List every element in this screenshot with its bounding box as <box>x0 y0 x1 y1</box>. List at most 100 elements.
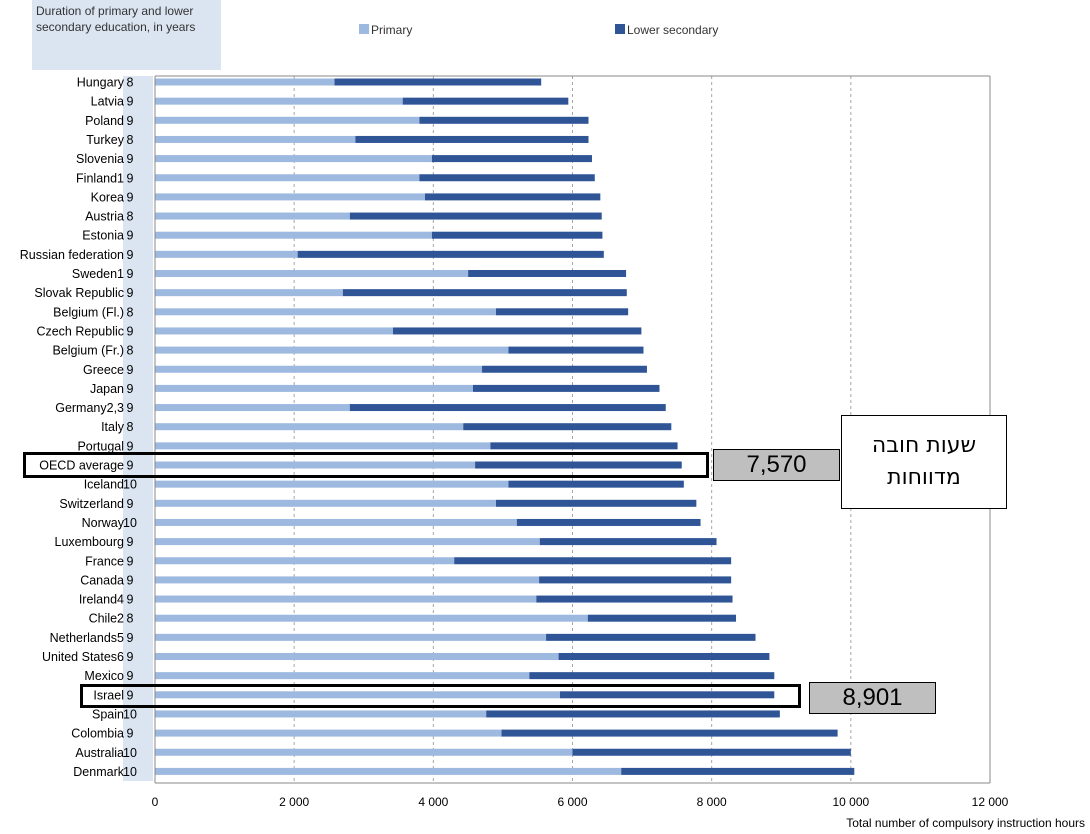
duration-label: 9 <box>127 631 134 645</box>
legend: Primary Lower secondary <box>359 23 718 37</box>
bar-primary <box>155 442 491 450</box>
bar-lower-secondary <box>490 442 678 450</box>
duration-label: 9 <box>127 535 134 549</box>
bar-lower-secondary <box>536 595 733 603</box>
bar-lower-secondary <box>472 384 660 392</box>
duration-label: 8 <box>127 133 134 147</box>
category-label: Denmark <box>73 765 124 779</box>
bar-lower-secondary <box>495 499 697 507</box>
category-label: Hungary <box>77 76 125 90</box>
x-axis-label: Total number of compulsory instruction h… <box>846 816 1085 830</box>
bar-lower-secondary <box>334 78 542 86</box>
category-label: Australia <box>75 746 124 760</box>
bar-primary <box>155 404 350 412</box>
bar-lower-secondary <box>587 614 737 622</box>
bar-lower-secondary <box>486 710 780 718</box>
bar-primary <box>155 231 432 239</box>
bar-primary <box>155 155 432 163</box>
bar-lower-secondary <box>468 270 627 277</box>
category-label: Italy <box>101 420 125 434</box>
bar-primary <box>155 423 464 431</box>
duration-label: 9 <box>127 688 134 702</box>
bar-lower-secondary <box>454 557 732 565</box>
bar-primary <box>155 691 560 699</box>
bar-primary <box>155 289 343 297</box>
bar-primary <box>155 346 509 354</box>
category-label: Sweden1 <box>72 267 124 281</box>
bar-lower-secondary <box>463 423 672 431</box>
bar-lower-secondary <box>529 672 775 680</box>
duration-label: 9 <box>127 363 134 377</box>
duration-label: 8 <box>127 305 134 319</box>
duration-label: 8 <box>127 420 134 434</box>
bar-primary <box>155 193 425 201</box>
bar-primary <box>155 710 487 718</box>
category-label: Japan <box>90 382 124 396</box>
reported-hours-note-text: שעות חובה מדווחות <box>871 433 977 490</box>
bar-lower-secondary <box>501 729 838 737</box>
bar-primary <box>155 748 573 756</box>
category-label: OECD average <box>39 459 124 473</box>
category-labels: Hungary Latvia Poland Turkey Slovenia Finland… <box>20 76 125 779</box>
bar-primary <box>155 250 298 258</box>
category-label: Norway <box>82 516 125 530</box>
bar-primary <box>155 729 502 737</box>
legend-label-primary: Primary <box>371 23 412 37</box>
oecd-value-callout: 7,570 <box>713 449 840 481</box>
bar-primary <box>155 576 540 584</box>
duration-label: 9 <box>127 114 134 128</box>
bar-lower-secondary <box>495 308 629 316</box>
duration-label: 8 <box>127 210 134 224</box>
legend-label-lower-secondary: Lower secondary <box>627 23 718 37</box>
category-label: Poland <box>85 114 124 128</box>
bar-primary <box>155 595 537 603</box>
bar-primary <box>155 653 559 660</box>
bar-lower-secondary <box>546 633 756 641</box>
duration-label: 10 <box>123 478 137 492</box>
bar-primary <box>155 270 469 277</box>
category-label: Estonia <box>82 229 124 243</box>
bar-lower-secondary <box>424 193 601 201</box>
x-tick-labels: 0 2 000 4 000 6 000 8 000 10 000 12 000 <box>152 795 1009 809</box>
duration-header-bg <box>32 0 221 70</box>
category-label: Belgium (Fl.) <box>53 305 124 319</box>
category-label: France <box>85 554 124 568</box>
bar-primary <box>155 78 335 86</box>
bar-primary <box>155 135 356 143</box>
duration-label: 8 <box>127 76 134 90</box>
bar-lower-secondary <box>539 538 717 546</box>
bar-lower-secondary <box>349 212 602 220</box>
bar-lower-secondary <box>482 365 647 373</box>
bar-primary <box>155 212 350 220</box>
bar-lower-secondary <box>516 518 701 526</box>
duration-column-bg <box>123 76 153 781</box>
israel-value-callout: 8,901 <box>809 682 936 714</box>
x-tick-label: 0 <box>152 795 159 809</box>
duration-label: 9 <box>127 669 134 683</box>
category-label: Switzerland <box>59 497 124 511</box>
duration-label: 9 <box>127 382 134 396</box>
bar-lower-secondary <box>508 480 684 488</box>
duration-label: 9 <box>127 727 134 741</box>
bar-primary <box>155 384 473 392</box>
category-label: Slovenia <box>76 152 124 166</box>
duration-header: Duration of primary and lower secondary … <box>36 4 196 34</box>
category-label: Netherlands5 <box>50 631 124 645</box>
bar-lower-secondary <box>508 346 644 354</box>
x-tick-label: 6 000 <box>557 795 587 809</box>
bar-lower-secondary <box>349 404 666 412</box>
category-label: Germany2,3 <box>55 401 124 415</box>
bar-lower-secondary <box>539 576 732 584</box>
bar-primary <box>155 480 509 488</box>
category-label: Ireland4 <box>79 593 124 607</box>
category-label: Luxembourg <box>55 535 125 549</box>
duration-label: 9 <box>127 650 134 664</box>
bar-lower-secondary <box>558 653 770 660</box>
duration-label: 9 <box>127 171 134 185</box>
bar-primary <box>155 327 393 335</box>
bar-primary <box>155 365 483 373</box>
bar-lower-secondary <box>342 289 627 297</box>
bar-primary <box>155 538 540 546</box>
category-label: Canada <box>80 573 124 587</box>
